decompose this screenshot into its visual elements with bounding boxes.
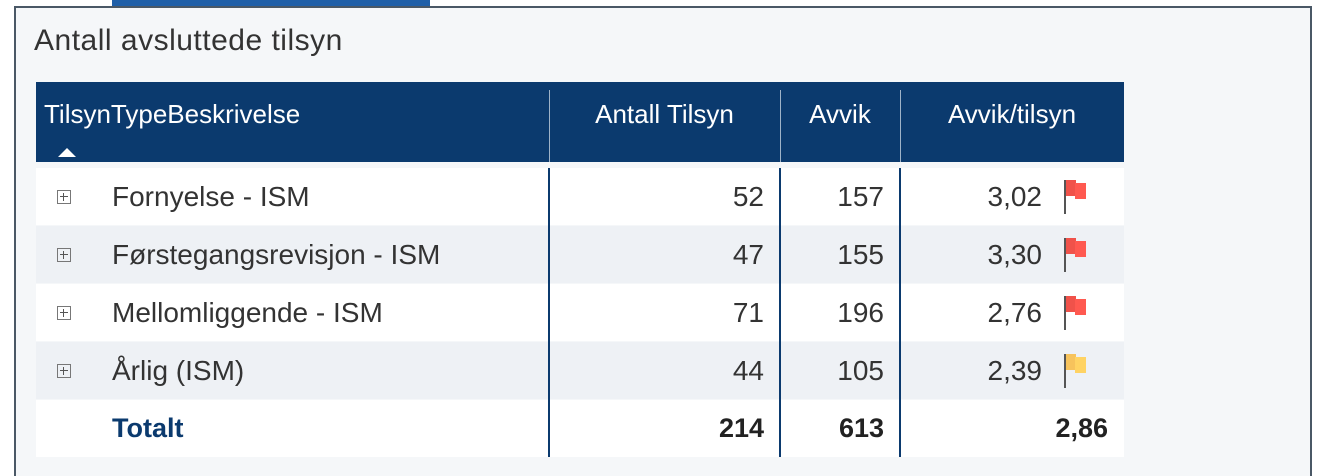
flag-icon (1066, 354, 1076, 370)
header-text: Antall Tilsyn (595, 99, 734, 129)
cell: 2,76 (987, 297, 1043, 328)
flag-icon (1066, 238, 1076, 254)
flag-icon (1075, 241, 1086, 257)
header-text: Avvik (809, 99, 871, 129)
flag-icon (1066, 296, 1076, 312)
cell: 196 (837, 297, 884, 328)
visual-title: Antall avsluttede tilsyn (34, 24, 343, 57)
expand-button[interactable] (57, 364, 71, 378)
flag-icon (1075, 183, 1086, 199)
flag-icon (1075, 357, 1086, 373)
cell: Årlig (ISM) (112, 355, 245, 386)
expand-button[interactable] (57, 190, 71, 204)
cell: 2,86 (1055, 413, 1108, 443)
column-divider (779, 168, 781, 457)
cell: 613 (838, 413, 884, 443)
cell: 52 (732, 181, 764, 212)
column-header[interactable]: Avvik (780, 82, 900, 162)
column-divider (899, 168, 901, 457)
table-row: Fornyelse - ISM 52 157 3,02 (36, 168, 1124, 225)
column-header[interactable]: TilsynTypeBeskrivelse (36, 82, 549, 162)
cell: 3,30 (987, 239, 1043, 270)
cell: 214 (718, 413, 764, 443)
expand-button[interactable] (57, 306, 71, 320)
accent-bar (112, 0, 430, 6)
cell: 155 (837, 239, 884, 270)
header-divider (549, 90, 550, 162)
column-header[interactable]: Antall Tilsyn (549, 82, 780, 162)
table-row: Mellomliggende - ISM 71 196 2,76 (36, 284, 1124, 341)
header-text: TilsynTypeBeskrivelse (44, 99, 301, 129)
total-row: Totalt 214 613 2,86 (36, 400, 1124, 457)
cell: 2,39 (987, 355, 1043, 386)
flag-icon (1064, 238, 1066, 272)
column-divider (548, 168, 550, 457)
column-header[interactable]: Avvik/tilsyn (900, 82, 1124, 162)
cell: Fornyelse - ISM (112, 181, 310, 212)
cell: 47 (732, 239, 764, 270)
cell: Førstegangsrevisjon - ISM (112, 239, 441, 270)
visual-panel: Antall avsluttede tilsyn TilsynTypeBeskr… (14, 6, 1312, 476)
flag-icon (1064, 296, 1066, 330)
cell: 105 (837, 355, 884, 386)
expand-button[interactable] (57, 248, 71, 262)
header-divider (780, 90, 781, 162)
cell: Mellomliggende - ISM (112, 297, 383, 328)
flag-icon (1075, 299, 1086, 315)
cell: Totalt (112, 413, 184, 443)
sort-arrow (58, 148, 76, 157)
header-text: Avvik/tilsyn (947, 99, 1077, 129)
flag-icon (1064, 354, 1066, 388)
cell: 3,02 (987, 181, 1043, 212)
cell: 44 (732, 355, 764, 386)
table-row: Førstegangsrevisjon - ISM 47 155 3,30 (36, 226, 1124, 283)
table-row: Årlig (ISM) 44 105 2,39 (36, 342, 1124, 399)
flag-icon (1066, 180, 1076, 196)
cell: 71 (732, 297, 764, 328)
flag-icon (1064, 180, 1066, 214)
header-divider (900, 90, 901, 162)
cell: 157 (837, 181, 884, 212)
